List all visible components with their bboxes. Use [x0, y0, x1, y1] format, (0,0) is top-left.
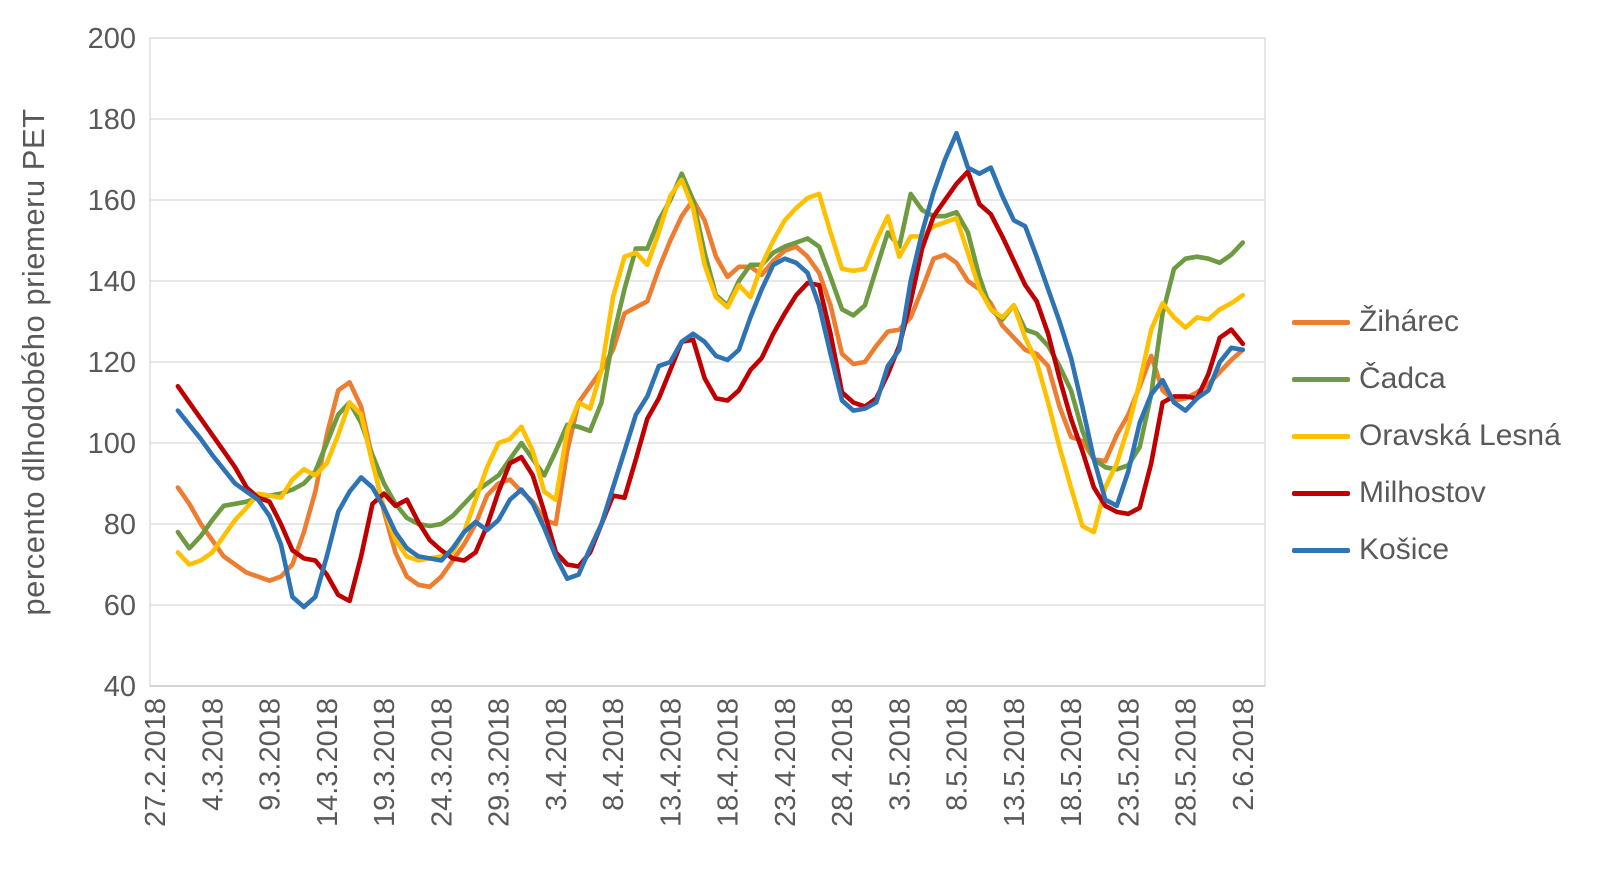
- series-swatch: [1292, 547, 1350, 553]
- x-tick-label: 8.5.2018: [942, 698, 974, 811]
- series-swatch: [1292, 376, 1350, 382]
- x-tick-label: 9.3.2018: [255, 698, 287, 811]
- legend-label: Žihárec: [1359, 305, 1460, 338]
- x-tick-label: 13.5.2018: [999, 698, 1031, 827]
- y-tick-label: 80: [104, 509, 136, 541]
- y-tick-label: 140: [88, 266, 136, 298]
- x-tick-label: 23.4.2018: [770, 698, 802, 827]
- legend-item-zharec: Žihárec: [1292, 305, 1561, 339]
- legend-label: Milhostov: [1359, 476, 1486, 509]
- y-tick-label: 160: [88, 185, 136, 217]
- x-tick-label: 2.6.2018: [1228, 698, 1260, 811]
- y-tick-label: 120: [88, 347, 136, 379]
- y-tick-label: 200: [88, 23, 136, 55]
- x-tick-label: 4.3.2018: [197, 698, 229, 811]
- x-tick-label: 14.3.2018: [312, 698, 344, 827]
- series-swatch: [1292, 319, 1350, 325]
- series-line-Košice: [175, 130, 1246, 610]
- x-tick-label: 23.5.2018: [1113, 698, 1145, 827]
- y-axis-title: percento dlhodobého priemeru PET: [16, 108, 51, 616]
- x-tick-label: 28.5.2018: [1171, 698, 1203, 827]
- x-tick-label: 29.3.2018: [484, 698, 516, 827]
- x-tick-label: 18.4.2018: [713, 698, 745, 827]
- series-swatch: [1292, 433, 1350, 439]
- legend-label: Čadca: [1359, 362, 1446, 395]
- series-swatch: [1292, 490, 1350, 496]
- series-line-Oravská Lesná: [175, 177, 1246, 567]
- x-tick-label: 18.5.2018: [1056, 698, 1088, 827]
- series-line-Žihárec: [175, 197, 1246, 590]
- legend-item-cadca: Čadca: [1292, 362, 1561, 396]
- y-tick-label: 40: [104, 671, 136, 703]
- y-tick-label: 100: [88, 428, 136, 460]
- x-tick-label: 28.4.2018: [827, 698, 859, 827]
- legend-label: Oravská Lesná: [1359, 419, 1561, 452]
- legend-label: Košice: [1359, 533, 1450, 566]
- y-tick-label: 180: [88, 104, 136, 136]
- legend-item-kosice: Košice: [1292, 533, 1561, 567]
- series-line-Milhostov: [175, 169, 1246, 604]
- x-tick-label: 13.4.2018: [655, 698, 687, 827]
- x-tick-label: 19.3.2018: [369, 698, 401, 827]
- x-tick-label: 27.2.2018: [140, 698, 172, 827]
- legend: Žihárec Čadca Oravská Lesná Milhostov Ko…: [1292, 305, 1561, 590]
- x-tick-label: 8.4.2018: [598, 698, 630, 811]
- x-tick-label: 3.5.2018: [884, 698, 916, 811]
- legend-item-milhostov: Milhostov: [1292, 476, 1561, 510]
- x-tick-label: 24.3.2018: [426, 698, 458, 827]
- x-tick-label: 3.4.2018: [541, 698, 573, 811]
- series-line-Čadca: [175, 171, 1246, 551]
- y-tick-label: 60: [104, 590, 136, 622]
- legend-item-oravska-lesna: Oravská Lesná: [1292, 419, 1561, 453]
